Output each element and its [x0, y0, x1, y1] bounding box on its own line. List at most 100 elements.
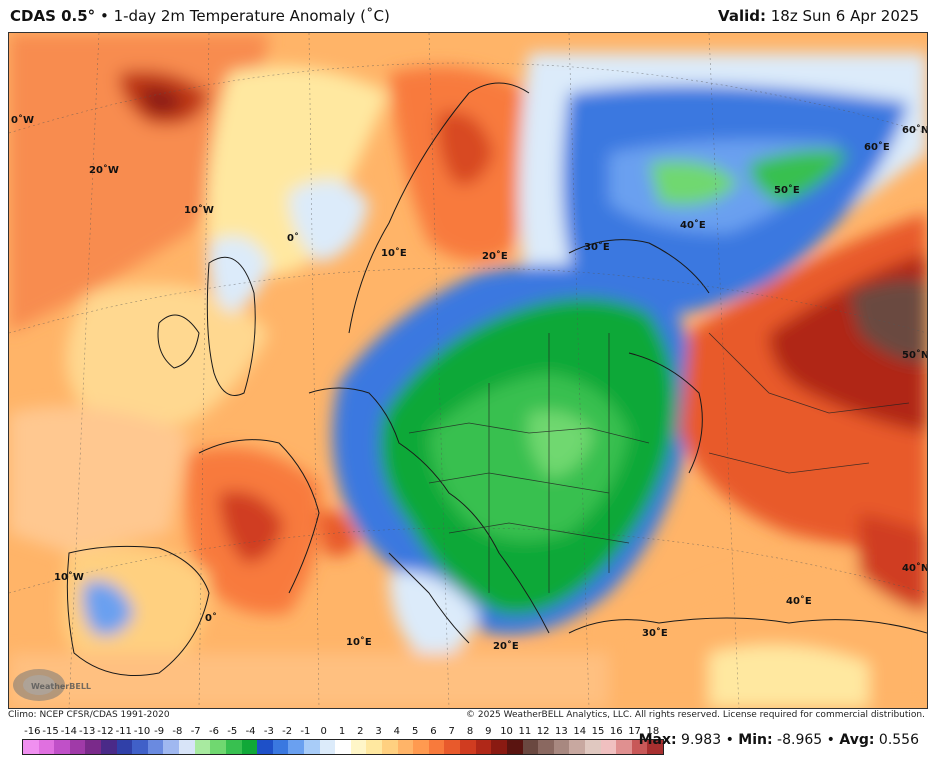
colorbar-label: -11	[115, 726, 132, 737]
grid-label: 10˚W	[184, 204, 214, 216]
colorbar-swatch	[631, 740, 648, 754]
grid-label: 50˚E	[774, 184, 800, 196]
grid-label: 0˚	[205, 612, 217, 624]
colorbar-label: -9	[154, 726, 165, 737]
colorbar-label: -10	[133, 726, 151, 737]
colorbar-label: 4	[393, 726, 401, 737]
colorbar-swatch	[163, 740, 180, 754]
colorbar-swatch	[460, 740, 476, 754]
colorbar-swatch	[569, 740, 585, 754]
colorbar-label: 11	[518, 726, 532, 737]
colorbar-label: -7	[190, 726, 201, 737]
graticule	[9, 33, 927, 708]
colorbar-swatch	[54, 740, 70, 754]
colorbar-swatch	[147, 740, 164, 754]
colorbar-label: 17	[628, 726, 641, 737]
stats: Max: 9.983 • Min: -8.965 • Avg: 0.556	[638, 732, 919, 748]
coastlines	[66, 82, 927, 676]
colorbar-label: 6	[430, 726, 437, 737]
grid-labels: 0˚W 20˚W 10˚W 0˚ 10˚E 20˚E 30˚E 40˚E 50˚…	[11, 114, 927, 652]
grid-label: 0˚W	[11, 114, 34, 126]
colorbar-label: -4	[245, 726, 256, 737]
colorbar-label: 2	[357, 726, 364, 737]
colorbar-swatch	[335, 740, 351, 754]
colorbar-swatch	[584, 740, 601, 754]
colorbar-swatch	[85, 740, 102, 754]
colorbar-swatch	[491, 740, 507, 754]
min-value: -8.965	[777, 732, 823, 748]
max-value: 9.983	[681, 732, 722, 748]
valid-value: 18z Sun 6 Apr 2025	[770, 7, 919, 25]
anomaly-field	[9, 33, 927, 708]
weatherbell-logo: WeatherBELL	[13, 669, 91, 701]
grid-label: 10˚E	[381, 247, 407, 259]
colorbar-swatch	[319, 740, 336, 754]
grid-label: 50˚N	[902, 349, 927, 361]
max-label: Max:	[638, 732, 677, 748]
map-canvas: 0˚W 20˚W 10˚W 0˚ 10˚E 20˚E 30˚E 40˚E 50˚…	[9, 33, 927, 708]
colorbar-label: 3	[375, 726, 382, 737]
colorbar-label: 10	[500, 726, 513, 737]
anomaly-map: 0˚W 20˚W 10˚W 0˚ 10˚E 20˚E 30˚E 40˚E 50˚…	[8, 32, 928, 709]
colorbar-swatch	[179, 740, 195, 754]
colorbar-swatch	[272, 740, 289, 754]
colorbar-label: 7	[448, 726, 455, 737]
colorbar-swatch	[38, 740, 55, 754]
grid-label: 0˚	[287, 232, 299, 244]
colorbar-label: -14	[60, 726, 78, 737]
colorbar-label: -1	[300, 726, 311, 737]
grid-label: 10˚E	[346, 636, 372, 648]
colorbar-label: -13	[79, 726, 96, 737]
model-name: CDAS 0.5°	[10, 7, 96, 25]
colorbar-swatch	[257, 740, 273, 754]
logo-text: WeatherBELL	[31, 682, 91, 691]
min-label: Min:	[738, 732, 773, 748]
colorbar-swatches	[22, 739, 664, 755]
colorbar-swatch	[303, 740, 320, 754]
colorbar-label: -2	[282, 726, 293, 737]
colorbar-swatch	[475, 740, 492, 754]
colorbar-label: 14	[573, 726, 587, 737]
colorbar-label: 12	[536, 726, 550, 737]
colorbar-swatch	[522, 740, 539, 754]
colorbar-swatch	[397, 740, 414, 754]
colorbar-swatch	[600, 740, 617, 754]
colorbar-swatch	[647, 740, 663, 754]
colorbar-label: 8	[466, 726, 474, 737]
avg-label: Avg:	[839, 732, 875, 748]
grid-label: 10˚W	[54, 571, 84, 583]
colorbar-label: -16	[24, 726, 41, 737]
colorbar-label: 0	[320, 726, 327, 737]
valid-label: Valid:	[718, 7, 766, 25]
colorbar-swatch	[553, 740, 570, 754]
avg-value: 0.556	[878, 732, 919, 748]
grid-label: 30˚E	[642, 627, 668, 639]
colorbar-label: -6	[209, 726, 219, 737]
colorbar-swatch	[241, 740, 258, 754]
copyright-note: © 2025 WeatherBELL Analytics, LLC. All r…	[466, 710, 925, 720]
colorbar-swatch	[101, 740, 117, 754]
grid-label: 40˚E	[786, 595, 812, 607]
colorbar-label: 13	[555, 726, 568, 737]
grid-label: 20˚E	[493, 640, 519, 652]
grid-label: 60˚E	[864, 141, 890, 153]
colorbar-swatch	[616, 740, 632, 754]
colorbar-swatch	[506, 740, 523, 754]
colorbar-swatch	[382, 740, 398, 754]
valid-time: Valid: 18z Sun 6 Apr 2025	[718, 7, 919, 25]
colorbar-swatch	[69, 740, 86, 754]
colorbar-swatch	[444, 740, 461, 754]
colorbar-swatch	[116, 740, 133, 754]
grid-label: 20˚W	[89, 164, 119, 176]
header: CDAS 0.5° • 1-day 2m Temperature Anomaly…	[0, 0, 935, 32]
colorbar-label: 16	[609, 726, 623, 737]
colorbar-label: 18	[646, 726, 660, 737]
colorbar-swatch	[23, 740, 39, 754]
colorbar-swatch	[194, 740, 211, 754]
colorbar-swatch	[366, 740, 383, 754]
colorbar-label: -8	[172, 726, 183, 737]
colorbar-label: 5	[411, 726, 419, 737]
colorbar-swatch	[225, 740, 242, 754]
colorbar-swatch	[538, 740, 554, 754]
colorbar-label: -3	[263, 726, 274, 737]
